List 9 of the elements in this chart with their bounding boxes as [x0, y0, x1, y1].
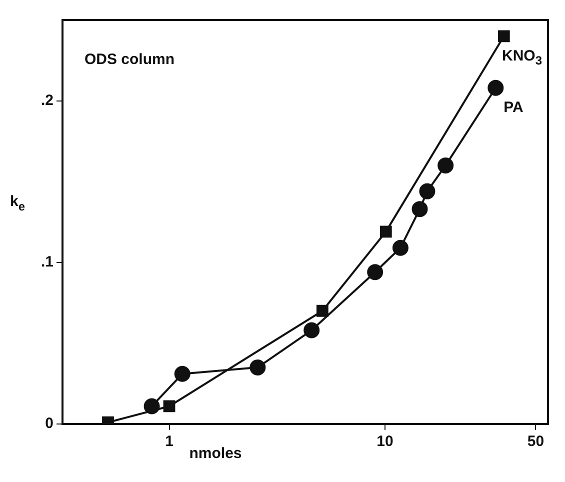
y-tick-label: .2	[40, 92, 54, 109]
x-tick-label: 50	[527, 433, 544, 450]
series-label: PA	[504, 99, 524, 116]
annotation: ODS column	[84, 51, 175, 68]
y-tick-label: .1	[40, 254, 54, 271]
y-tick-label: 0	[45, 415, 54, 432]
x-tick-label: 1	[165, 433, 174, 450]
x-tick-label: 10	[376, 433, 394, 450]
x-axis-title: nmoles	[189, 445, 242, 462]
